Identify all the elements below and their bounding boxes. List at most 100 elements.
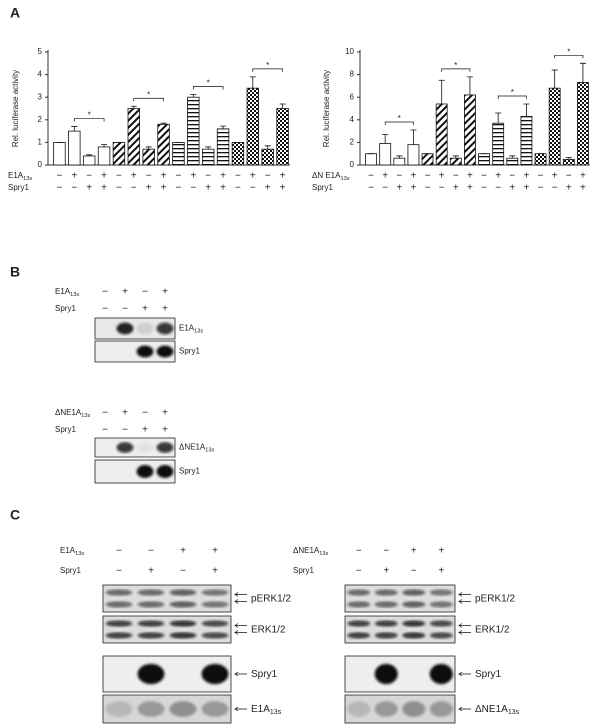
band-label-sub: 13s: [508, 709, 520, 716]
blot-band: [347, 601, 371, 608]
blot-band: [429, 589, 453, 596]
blot-band: [201, 663, 229, 685]
condition-sign: −: [122, 425, 128, 436]
condition-label-main: ΔNE1A: [55, 408, 82, 417]
band-label: pERK1/2: [251, 593, 291, 604]
condition-sign: +: [383, 566, 389, 577]
blot-band: [347, 620, 371, 627]
condition-sign: +: [495, 171, 501, 182]
error-bar: [190, 94, 197, 98]
condition-sign: −: [122, 304, 128, 315]
condition-sign: −: [356, 566, 362, 577]
blot-band: [201, 701, 229, 717]
condition-label: Spry1: [55, 304, 76, 313]
y-tick-label: 4: [38, 70, 43, 79]
bar: [142, 148, 155, 166]
condition-label-main: Spry1: [60, 566, 81, 575]
blot-band: [429, 663, 453, 685]
condition-sign: +: [122, 408, 128, 419]
bar: [562, 158, 575, 166]
condition-sign: +: [162, 408, 168, 419]
blot-band: [429, 632, 453, 639]
blot-band: [105, 632, 133, 639]
error-bar: [565, 157, 572, 160]
condition-sign: +: [439, 171, 445, 182]
error-bar: [579, 62, 586, 83]
panel-label: C: [10, 507, 20, 523]
significance-star: *: [88, 111, 91, 120]
blot-band: [374, 632, 398, 639]
blot-band: [156, 345, 174, 358]
condition-sign: +: [220, 183, 226, 194]
condition-sign: −: [102, 304, 108, 315]
condition-label: ΔNE1A13s: [293, 546, 328, 557]
y-tick-label: 6: [350, 92, 355, 101]
condition-sign: −: [146, 171, 152, 182]
condition-sign: −: [102, 408, 108, 419]
condition-sign: −: [566, 171, 572, 182]
blot-band: [156, 322, 174, 335]
condition-sign: +: [220, 171, 226, 182]
y-tick-label: 5: [38, 47, 43, 56]
condition-sign: −: [235, 183, 241, 194]
blot-band: [169, 589, 197, 596]
blot-strip: [94, 317, 176, 340]
blot-band: [169, 632, 197, 639]
blot-band: [137, 620, 165, 627]
significance-bracket: [384, 121, 414, 125]
condition-sign: +: [411, 183, 417, 194]
arrow: [233, 599, 247, 604]
band-label: ΔNE1A13s: [179, 443, 214, 454]
condition-label: Spry1: [55, 425, 76, 434]
condition-label: E1A13s: [8, 171, 32, 182]
blot-band: [347, 632, 371, 639]
error-bar: [145, 146, 152, 150]
condition-sign: +: [101, 171, 107, 182]
condition-sign: +: [142, 425, 148, 436]
error-bar: [495, 112, 502, 124]
condition-sign: −: [481, 183, 487, 194]
condition-sign: +: [467, 183, 473, 194]
y-tick-label: 3: [38, 92, 43, 101]
error-bar: [160, 122, 167, 125]
condition-sign: +: [438, 546, 444, 557]
error-bar: [86, 154, 93, 156]
condition-label-main: E1A: [60, 546, 76, 555]
blot-strip: [102, 584, 232, 613]
significance-star: *: [207, 79, 210, 88]
arrow: [457, 623, 471, 628]
blot-band: [402, 632, 426, 639]
condition-sign: +: [552, 171, 558, 182]
error-bar: [509, 155, 516, 159]
condition-label-main: E1A: [8, 171, 24, 180]
band-label-main: pERK1/2: [475, 593, 515, 604]
condition-label-main: Spry1: [293, 566, 314, 575]
condition-sign: −: [190, 183, 196, 194]
condition-sign: −: [425, 171, 431, 182]
significance-bracket: [133, 97, 164, 102]
condition-sign: −: [368, 183, 374, 194]
condition-sign: +: [566, 183, 572, 194]
bar: [201, 148, 215, 166]
condition-sign: +: [205, 183, 211, 194]
condition-label: Spry1: [8, 183, 29, 192]
condition-sign: −: [142, 287, 148, 298]
condition-sign: −: [116, 183, 122, 194]
bar: [506, 157, 519, 166]
condition-label-sub: 13s: [319, 551, 328, 557]
condition-sign: −: [71, 183, 77, 194]
condition-sign: +: [212, 566, 218, 577]
band-label-sub: 13s: [205, 448, 214, 454]
condition-sign: −: [148, 546, 154, 557]
condition-sign: −: [57, 183, 63, 194]
blot-band: [169, 701, 197, 717]
condition-sign: −: [102, 287, 108, 298]
bar: [435, 103, 448, 166]
condition-sign: +: [161, 183, 167, 194]
condition-sign: −: [176, 183, 182, 194]
arrow: [233, 706, 247, 712]
condition-sign: +: [180, 546, 186, 557]
significance-bracket: [252, 68, 283, 72]
y-tick-label: 10: [345, 47, 354, 56]
